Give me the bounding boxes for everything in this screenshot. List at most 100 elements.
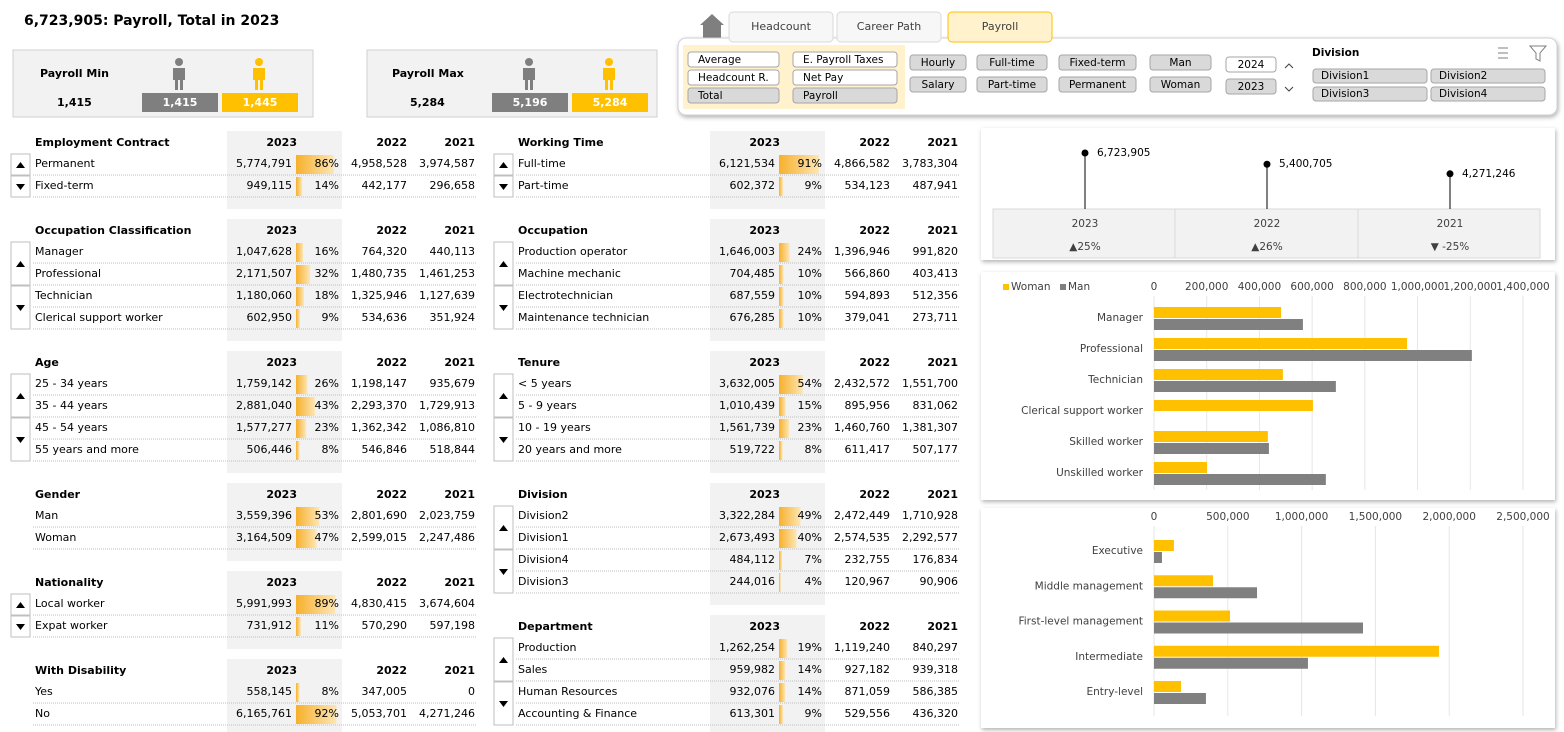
- bar: [1154, 645, 1440, 657]
- person-icon: [253, 68, 265, 90]
- slicer-button[interactable]: [976, 76, 1048, 93]
- slicer-label: Hourly: [921, 57, 955, 69]
- value-2023: 519,722: [730, 443, 776, 456]
- slicer-button[interactable]: [1149, 76, 1212, 93]
- bar-card: [981, 508, 1555, 728]
- home-shape[interactable]: [700, 14, 724, 38]
- tab[interactable]: [947, 11, 1053, 43]
- division-button[interactable]: [1312, 86, 1428, 102]
- slicer-button[interactable]: [1058, 54, 1137, 71]
- value-2021: 176,834: [913, 553, 959, 566]
- value-2022: 4,830,415: [351, 597, 407, 610]
- scroll-arrow[interactable]: [16, 624, 25, 630]
- slicer-button[interactable]: [1225, 56, 1277, 73]
- bar: [1154, 319, 1303, 330]
- scroll-arrow[interactable]: [1284, 63, 1294, 92]
- value-2023: 1,047,628: [236, 245, 292, 258]
- division-button[interactable]: [1430, 68, 1546, 84]
- row-label: 35 - 44 years: [35, 399, 108, 412]
- scroll-arrow[interactable]: [16, 602, 25, 608]
- data-bar: [296, 617, 301, 636]
- row-label: Production operator: [518, 245, 628, 258]
- filter-icons[interactable]: [1498, 45, 1548, 62]
- slicer-button[interactable]: [687, 87, 780, 104]
- value-2022: 4,866,582: [834, 157, 890, 170]
- scroll-arrow[interactable]: [499, 525, 508, 531]
- scroll-arrow[interactable]: [16, 437, 25, 443]
- scroll-arrow[interactable]: [499, 437, 508, 443]
- value-2021: 939,318: [913, 663, 959, 676]
- row-label: Production: [518, 641, 577, 654]
- tab[interactable]: [836, 11, 942, 43]
- slicer-button[interactable]: [792, 69, 898, 86]
- value-2021: 3,974,587: [419, 157, 475, 170]
- value-2021: 840,297: [913, 641, 959, 654]
- value-2022: 534,123: [845, 179, 891, 192]
- scroll-arrow[interactable]: [16, 393, 25, 399]
- scroll-arrow[interactable]: [499, 569, 508, 575]
- pct-label: 8%: [322, 685, 339, 698]
- value-2022: 1,119,240: [834, 641, 890, 654]
- data-bar: [296, 683, 300, 702]
- scroll-arrow[interactable]: [499, 184, 508, 190]
- data-bar: [296, 529, 317, 548]
- x-tick-label: 800,000: [1343, 281, 1386, 293]
- value-2021: 518,844: [430, 443, 476, 456]
- slicer-button[interactable]: [909, 54, 967, 71]
- division-button[interactable]: [1312, 68, 1428, 84]
- scroll-arrow[interactable]: [499, 657, 508, 663]
- pct-label: 18%: [315, 289, 339, 302]
- value-2021: 3,783,304: [902, 157, 958, 170]
- row-label: Expat worker: [35, 619, 108, 632]
- data-bar: [779, 705, 783, 724]
- slicer-button[interactable]: [1149, 54, 1212, 71]
- home-icon[interactable]: [700, 14, 724, 38]
- man-value: 5,196: [513, 96, 548, 109]
- value-2021: 440,113: [430, 245, 476, 258]
- table-title: Gender: [35, 488, 81, 501]
- row-label: Full-time: [518, 157, 566, 170]
- scroll-arrow[interactable]: [16, 184, 25, 190]
- value-2023: 676,285: [730, 311, 776, 324]
- scroll-arrow[interactable]: [499, 305, 508, 311]
- scroll-arrow[interactable]: [499, 701, 508, 707]
- bar: [1154, 338, 1408, 349]
- slicer-button[interactable]: [687, 51, 780, 68]
- value-2021: 1,461,253: [419, 267, 475, 280]
- data-bar: [779, 375, 803, 394]
- division-button[interactable]: [1430, 86, 1546, 102]
- slicer-button[interactable]: [792, 51, 898, 68]
- table-title: Nationality: [35, 576, 103, 589]
- tab[interactable]: [728, 11, 834, 43]
- value-2021: 90,906: [920, 575, 959, 588]
- bar: [1154, 307, 1282, 318]
- person-icon: [605, 58, 613, 66]
- category-label: First-level management: [1018, 616, 1143, 628]
- scroll-arrow[interactable]: [499, 261, 508, 267]
- scroll-arrow[interactable]: [16, 305, 25, 311]
- x-tick-label: 1,500,000: [1349, 511, 1402, 523]
- value-2022: 2,472,449: [834, 509, 890, 522]
- value-2023: 949,115: [247, 179, 293, 192]
- slicer-button[interactable]: [1225, 78, 1277, 95]
- scroll-arrow[interactable]: [16, 261, 25, 267]
- slicer-button[interactable]: [792, 87, 898, 104]
- x-tick-label: 200,000: [1185, 281, 1228, 293]
- x-tick-label: 400,000: [1238, 281, 1281, 293]
- slicer-button[interactable]: [687, 69, 780, 86]
- scroll-arrow[interactable]: [16, 162, 25, 168]
- person-icon: [173, 68, 185, 90]
- scroll-arrow[interactable]: [499, 393, 508, 399]
- year-label: 2022: [1254, 218, 1281, 230]
- slicer-button[interactable]: [976, 54, 1048, 71]
- pct-label: 32%: [315, 267, 339, 280]
- slicer-button[interactable]: [909, 76, 967, 93]
- scroll-arrow[interactable]: [499, 162, 508, 168]
- value-2023: 602,372: [730, 179, 776, 192]
- person-icon: [525, 58, 533, 66]
- value-2021: 1,127,639: [419, 289, 475, 302]
- slicer-button[interactable]: [1058, 76, 1137, 93]
- year-header: 2022: [859, 224, 890, 237]
- row-label: 5 - 9 years: [518, 399, 577, 412]
- value-2022: 895,956: [845, 399, 891, 412]
